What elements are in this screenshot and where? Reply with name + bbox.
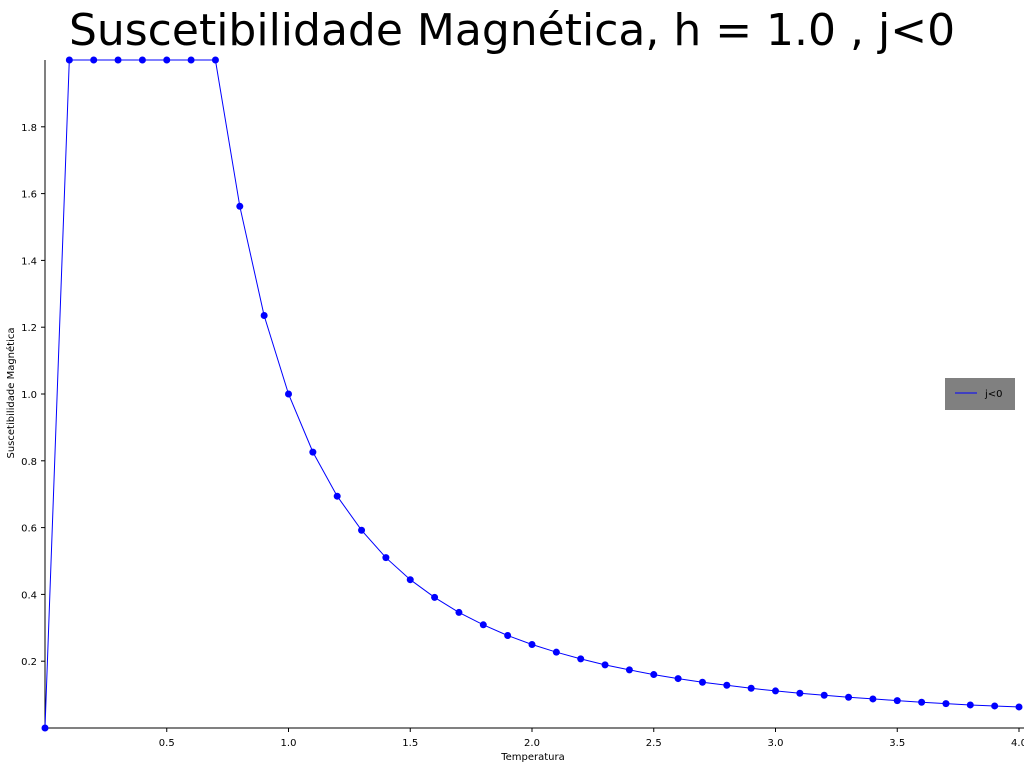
data-point — [260, 312, 268, 320]
data-point — [309, 448, 317, 456]
y-tick-label: 0.6 — [21, 524, 37, 535]
x-tick-label: 2.5 — [646, 738, 662, 749]
y-tick-label: 0.4 — [21, 590, 37, 601]
legend-box — [945, 378, 1015, 410]
y-tick-label: 1.0 — [21, 390, 37, 401]
data-point — [723, 681, 731, 689]
data-point — [918, 698, 926, 706]
data-point — [455, 608, 463, 616]
series-layer — [41, 56, 1023, 732]
y-tick-label: 1.2 — [21, 323, 37, 334]
data-point — [236, 202, 244, 210]
data-point — [382, 554, 390, 562]
data-point — [90, 56, 98, 64]
data-point — [966, 701, 974, 709]
chart-title: Suscetibilidade Magnética, h = 1.0 , j<0 — [68, 5, 956, 56]
data-point — [65, 56, 73, 64]
x-tick-label: 0.5 — [159, 738, 175, 749]
x-tick-label: 3.5 — [889, 738, 905, 749]
data-point — [479, 621, 487, 629]
data-point — [991, 702, 999, 710]
data-point — [431, 593, 439, 601]
x-tick-label: 3.0 — [768, 738, 784, 749]
x-tick-label: 2.0 — [524, 738, 540, 749]
legend-label: j<0 — [984, 389, 1003, 400]
data-point — [772, 687, 779, 695]
data-point — [1015, 703, 1023, 711]
data-point — [41, 724, 49, 732]
data-point — [674, 675, 682, 683]
data-point — [285, 390, 292, 398]
data-point — [358, 526, 366, 534]
data-point — [601, 661, 609, 669]
data-point — [893, 697, 901, 705]
data-point — [650, 671, 658, 679]
data-point — [942, 700, 950, 708]
data-point — [796, 689, 804, 697]
y-tick-label: 0.2 — [21, 657, 37, 668]
x-tick-label: 1.5 — [402, 738, 418, 749]
y-tick-label: 1.4 — [21, 256, 37, 267]
series-line — [44, 59, 1020, 729]
data-point — [552, 648, 560, 656]
data-point — [528, 641, 536, 648]
x-tick-label: 1.0 — [281, 738, 297, 749]
y-tick-label: 1.8 — [21, 123, 37, 134]
data-point — [698, 678, 706, 686]
data-point — [747, 684, 755, 692]
x-tick-label: 4.0 — [1011, 738, 1024, 749]
legend: j<0 — [945, 378, 1015, 410]
y-tick-label: 0.8 — [21, 457, 37, 468]
data-point — [406, 576, 414, 584]
data-point — [869, 695, 877, 703]
data-point — [211, 56, 219, 64]
data-point — [845, 693, 853, 701]
data-point — [625, 666, 633, 674]
y-axis-label: Suscetibilidade Magnética — [5, 327, 17, 458]
y-tick-label: 1.6 — [21, 190, 37, 201]
data-point — [138, 56, 146, 64]
data-point — [577, 655, 585, 663]
data-point — [504, 631, 512, 639]
data-point — [820, 691, 828, 699]
data-point — [114, 56, 122, 64]
data-point — [333, 492, 341, 500]
data-point — [187, 56, 195, 64]
data-point — [163, 56, 171, 64]
axes: 0.5 1.0 1.5 2.0 2.5 3.0 3.5 4.0 0.2 0.4 0.6 0.8 1.0 1… — [21, 60, 1024, 749]
x-axis-label: Temperatura — [500, 752, 565, 763]
